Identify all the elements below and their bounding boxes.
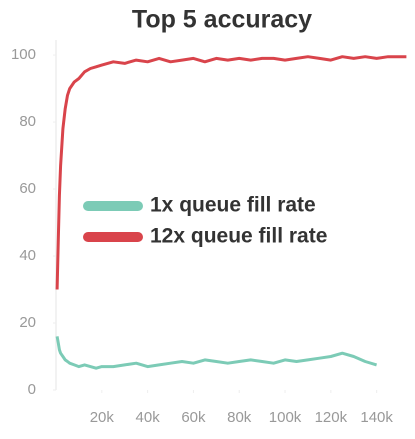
series-line: [55, 336, 378, 370]
y-tick-label: 60: [19, 180, 36, 197]
x-tick-label: 120k: [315, 409, 348, 426]
legend-label: 1x queue fill rate: [150, 194, 316, 217]
chart-title: Top 5 accuracy: [132, 6, 312, 34]
x-tick-label: 60k: [181, 409, 206, 426]
y-tick-label: 80: [19, 113, 36, 130]
x-tick-label: 140k: [360, 409, 393, 426]
x-tick-label: 40k: [136, 409, 161, 426]
y-tick-label: 100: [11, 46, 36, 63]
series-line: [55, 55, 407, 290]
legend-label: 12x queue fill rate: [150, 225, 327, 248]
y-tick-label: 40: [19, 247, 36, 264]
x-tick-label: 20k: [90, 409, 115, 426]
y-tick-label: 0: [28, 381, 36, 398]
x-tick-label: 80k: [227, 409, 252, 426]
x-tick-label: 100k: [269, 409, 302, 426]
y-tick-label: 20: [19, 314, 36, 331]
